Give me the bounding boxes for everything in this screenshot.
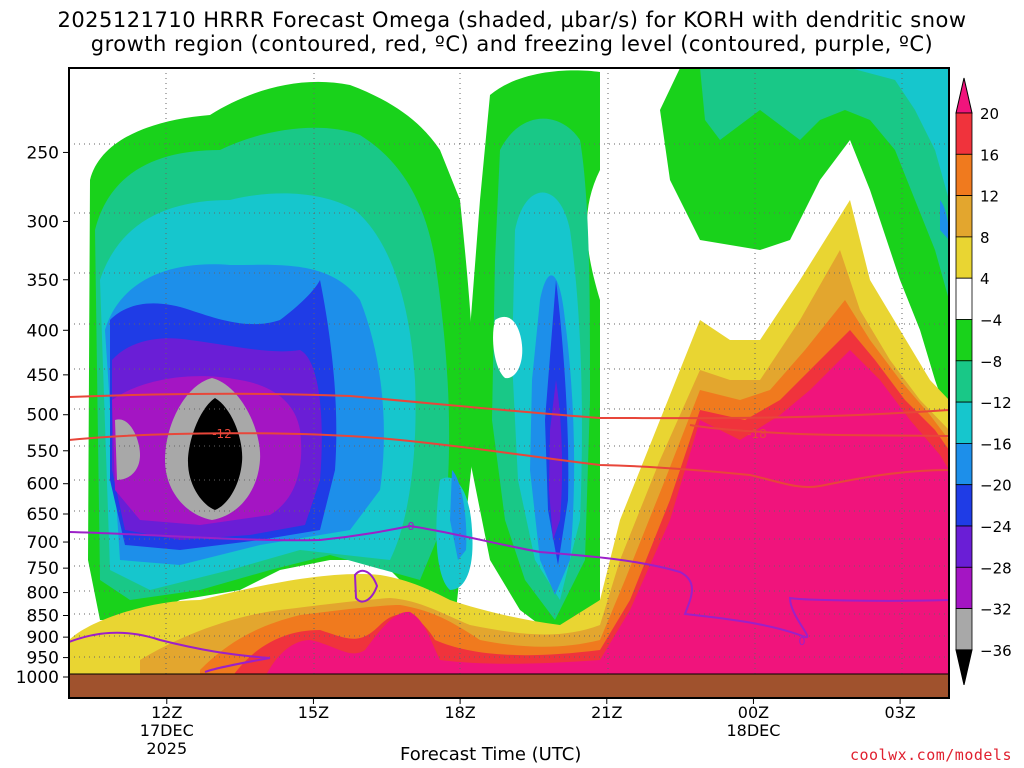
freezing-label-0-a: 0 — [408, 520, 415, 533]
colorbar-bottom-arrow — [955, 649, 973, 686]
colorbar-label: 16 — [980, 146, 999, 164]
freezing-contours — [69, 524, 949, 673]
dgz-label-12: -12 — [212, 427, 232, 441]
freezing-label-0-b: 0 — [799, 635, 806, 648]
colorbar-swatch — [955, 112, 973, 155]
y-tick-label: 450 — [27, 366, 59, 386]
freezing-contour-main — [69, 524, 949, 639]
omega-region-pink-low — [260, 350, 949, 698]
omega-region-black-core — [188, 398, 243, 510]
colorbar-label: −8 — [980, 353, 1002, 371]
chart-title-line2: growth region (contoured, red, ºC) and f… — [90, 32, 934, 56]
credit-text: coolwx.com/models — [849, 746, 1012, 764]
x-tick-label: 15Z — [298, 703, 329, 722]
y-tick-label: 550 — [27, 442, 59, 462]
y-tick-label: 950 — [27, 649, 59, 669]
y-tick-label: 800 — [27, 584, 59, 604]
x-tick-label: 12Z — [151, 703, 182, 722]
freezing-contour-blob — [353, 569, 379, 603]
dgz-contours — [69, 392, 949, 489]
y-tick-label: 600 — [27, 475, 59, 495]
dgz-label-18: -18 — [747, 427, 767, 441]
y-tick-label: 850 — [27, 607, 59, 627]
freezing-contour-low — [69, 631, 271, 673]
plot-frame — [68, 67, 950, 699]
colorbar-label: 12 — [980, 188, 999, 206]
colorbar-top-arrow — [955, 77, 973, 114]
colorbar-label: −28 — [980, 559, 1012, 577]
x-tick-label: 2025 — [146, 739, 187, 758]
y-axis: 2503003504004505005506006507007508008509… — [16, 143, 69, 688]
y-tick-label: 400 — [27, 321, 59, 341]
colorbar-swatch — [955, 277, 973, 320]
y-tick-label: 350 — [27, 271, 59, 291]
colorbar-label: −4 — [980, 312, 1002, 330]
colorbar-swatch — [955, 236, 973, 279]
omega-region-seagreen-right — [700, 68, 949, 300]
colorbar-label: −24 — [980, 518, 1012, 536]
omega-field — [69, 68, 949, 698]
colorbar-swatch — [955, 319, 973, 362]
colorbar-label: −32 — [980, 601, 1012, 619]
colorbar-swatch — [955, 195, 973, 238]
omega-region-blue-18z — [450, 470, 467, 560]
y-tick-label: 250 — [27, 143, 59, 163]
colorbar-label: 20 — [980, 105, 999, 123]
dgz-contour-upper — [69, 392, 949, 420]
colorbar-swatch — [955, 608, 973, 651]
colorbar-swatch — [955, 401, 973, 444]
omega-region-green-right — [660, 68, 949, 420]
omega-region-white-hole — [493, 316, 523, 379]
x-tick-label: 18DEC — [726, 721, 780, 740]
y-tick-label: 750 — [27, 559, 59, 579]
colorbar-label: −16 — [980, 435, 1012, 453]
dgz-contour-mid — [689, 424, 949, 437]
omega-region-cyan-right — [850, 68, 949, 200]
x-tick-label: 21Z — [591, 703, 622, 722]
colorbar-swatch — [955, 484, 973, 527]
colorbar-swatch — [955, 360, 973, 403]
colorbar-swatch — [955, 566, 973, 609]
colorbar: 20 16 12 8 4 −4 −8 −12 −16 −20 −24 −28 −32 −36 — [955, 77, 1012, 686]
colorbar-label: −20 — [980, 477, 1012, 495]
y-tick-label: 650 — [27, 505, 59, 525]
colorbar-swatch — [955, 153, 973, 197]
dgz-contour-lower — [69, 432, 949, 489]
x-tick-label: 00Z — [738, 703, 769, 722]
y-tick-label: 500 — [27, 406, 59, 426]
chart-title-line1: 2025121710 HRRR Forecast Omega (shaded, … — [57, 8, 967, 32]
colorbar-label: −36 — [980, 642, 1012, 660]
colorbar-label: 8 — [980, 229, 990, 247]
colorbar-swatch — [955, 525, 973, 568]
y-tick-label: 900 — [27, 628, 59, 648]
x-tick-label: 17DEC — [140, 721, 194, 740]
x-tick-label: 03Z — [884, 703, 915, 722]
y-tick-label: 300 — [27, 212, 59, 232]
omega-region-blue-right — [940, 200, 949, 240]
colorbar-label: 4 — [980, 270, 990, 288]
y-tick-label: 1000 — [16, 668, 59, 688]
grid — [69, 68, 949, 698]
colorbar-swatch — [955, 442, 973, 486]
x-axis-title: Forecast Time (UTC) — [400, 744, 582, 765]
ground-band — [69, 674, 949, 698]
y-tick-label: 700 — [27, 533, 59, 553]
colorbar-label: −12 — [980, 394, 1012, 412]
x-tick-label: 18Z — [444, 703, 475, 722]
